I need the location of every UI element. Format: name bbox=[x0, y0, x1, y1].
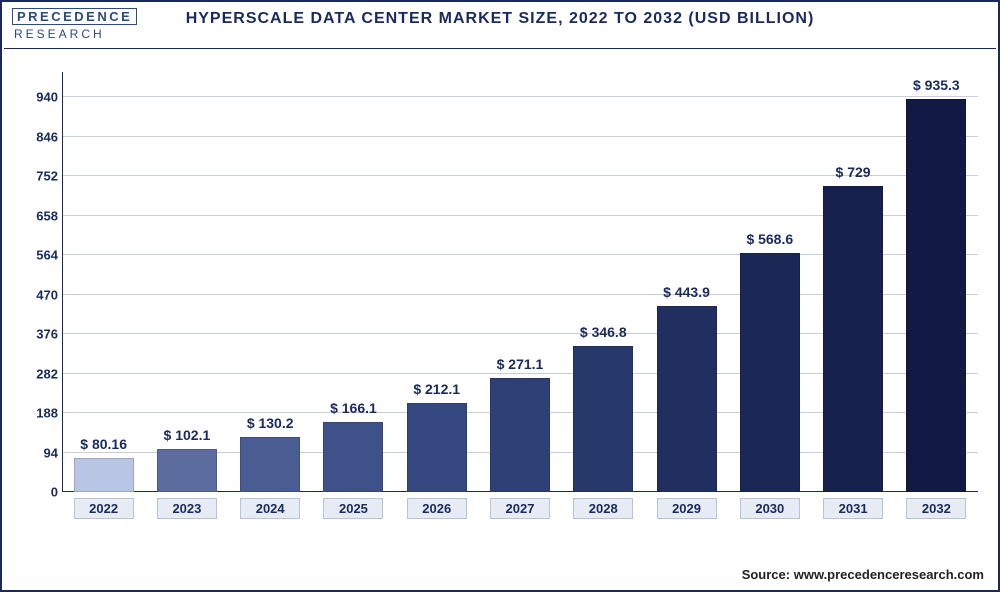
source-label: Source: bbox=[742, 567, 790, 582]
bar-group: $ 212.1 bbox=[407, 403, 467, 492]
bar bbox=[573, 346, 633, 492]
title-divider bbox=[4, 48, 996, 49]
bar bbox=[74, 458, 134, 492]
bar-group: $ 80.16 bbox=[74, 458, 134, 492]
bar-group: $ 271.1 bbox=[490, 378, 550, 492]
title-bar: HYPERSCALE DATA CENTER MARKET SIZE, 2022… bbox=[2, 8, 998, 28]
x-tick-label: 2030 bbox=[740, 498, 800, 519]
bar-value-label: $ 80.16 bbox=[80, 436, 127, 452]
plot-region: 094188282376470564658752846940 $ 80.16$ … bbox=[62, 72, 978, 492]
x-tick-label: 2028 bbox=[573, 498, 633, 519]
x-tick-label: 2029 bbox=[657, 498, 717, 519]
x-tick-label: 2022 bbox=[74, 498, 134, 519]
y-tick-label: 94 bbox=[14, 445, 58, 460]
bar-group: $ 729 bbox=[823, 186, 883, 492]
bar bbox=[157, 449, 217, 492]
bar-value-label: $ 346.8 bbox=[580, 324, 627, 340]
chart-area: 094188282376470564658752846940 $ 80.16$ … bbox=[62, 72, 978, 520]
y-tick-label: 564 bbox=[14, 248, 58, 263]
y-tick-label: 188 bbox=[14, 406, 58, 421]
x-tick-label: 2023 bbox=[157, 498, 217, 519]
bar-value-label: $ 212.1 bbox=[413, 381, 460, 397]
y-tick-label: 376 bbox=[14, 327, 58, 342]
x-axis-labels: 2022 2023 2024 2025 2026 2027 2028 2029 2030 2031… bbox=[62, 494, 978, 520]
bar-value-label: $ 166.1 bbox=[330, 400, 377, 416]
bars: $ 80.16 $ 102.1 $ 130.2 $ 166.1 $ 212.1 $ 271… bbox=[62, 72, 978, 492]
bar bbox=[240, 437, 300, 492]
y-tick-label: 940 bbox=[14, 90, 58, 105]
y-tick-label: 658 bbox=[14, 208, 58, 223]
x-tick-label: 2032 bbox=[906, 498, 966, 519]
bar bbox=[657, 306, 717, 492]
bar bbox=[323, 422, 383, 492]
y-axis: 094188282376470564658752846940 bbox=[14, 72, 58, 492]
y-tick-label: 470 bbox=[14, 287, 58, 302]
bar-value-label: $ 271.1 bbox=[497, 356, 544, 372]
x-tick-label: 2025 bbox=[323, 498, 383, 519]
bar-value-label: $ 443.9 bbox=[663, 284, 710, 300]
x-tick-label: 2027 bbox=[490, 498, 550, 519]
bar-value-label: $ 102.1 bbox=[164, 427, 211, 443]
bar-group: $ 346.8 bbox=[573, 346, 633, 492]
bar bbox=[823, 186, 883, 492]
chart-title: HYPERSCALE DATA CENTER MARKET SIZE, 2022… bbox=[186, 10, 815, 27]
x-tick-label: 2026 bbox=[407, 498, 467, 519]
y-tick-label: 752 bbox=[14, 169, 58, 184]
bar bbox=[490, 378, 550, 492]
source-attribution: Source: www.precedenceresearch.com bbox=[742, 567, 984, 582]
bar bbox=[407, 403, 467, 492]
y-tick-label: 846 bbox=[14, 129, 58, 144]
bar-value-label: $ 568.6 bbox=[746, 231, 793, 247]
bar-group: $ 130.2 bbox=[240, 437, 300, 492]
x-tick-label: 2031 bbox=[823, 498, 883, 519]
y-tick-label: 282 bbox=[14, 366, 58, 381]
source-value: www.precedenceresearch.com bbox=[794, 567, 984, 582]
chart-container: PRECEDENCE RESEARCH HYPERSCALE DATA CENT… bbox=[0, 0, 1000, 592]
logo-line2: RESEARCH bbox=[12, 27, 132, 41]
y-tick-label: 0 bbox=[14, 485, 58, 500]
bar-value-label: $ 130.2 bbox=[247, 415, 294, 431]
bar-group: $ 443.9 bbox=[657, 306, 717, 492]
bar bbox=[906, 99, 966, 492]
x-tick-label: 2024 bbox=[240, 498, 300, 519]
bar-group: $ 166.1 bbox=[323, 422, 383, 492]
bar bbox=[740, 253, 800, 492]
bar-value-label: $ 935.3 bbox=[913, 77, 960, 93]
bar-group: $ 102.1 bbox=[157, 449, 217, 492]
bar-group: $ 568.6 bbox=[740, 253, 800, 492]
bar-value-label: $ 729 bbox=[836, 164, 871, 180]
bar-group: $ 935.3 bbox=[906, 99, 966, 492]
